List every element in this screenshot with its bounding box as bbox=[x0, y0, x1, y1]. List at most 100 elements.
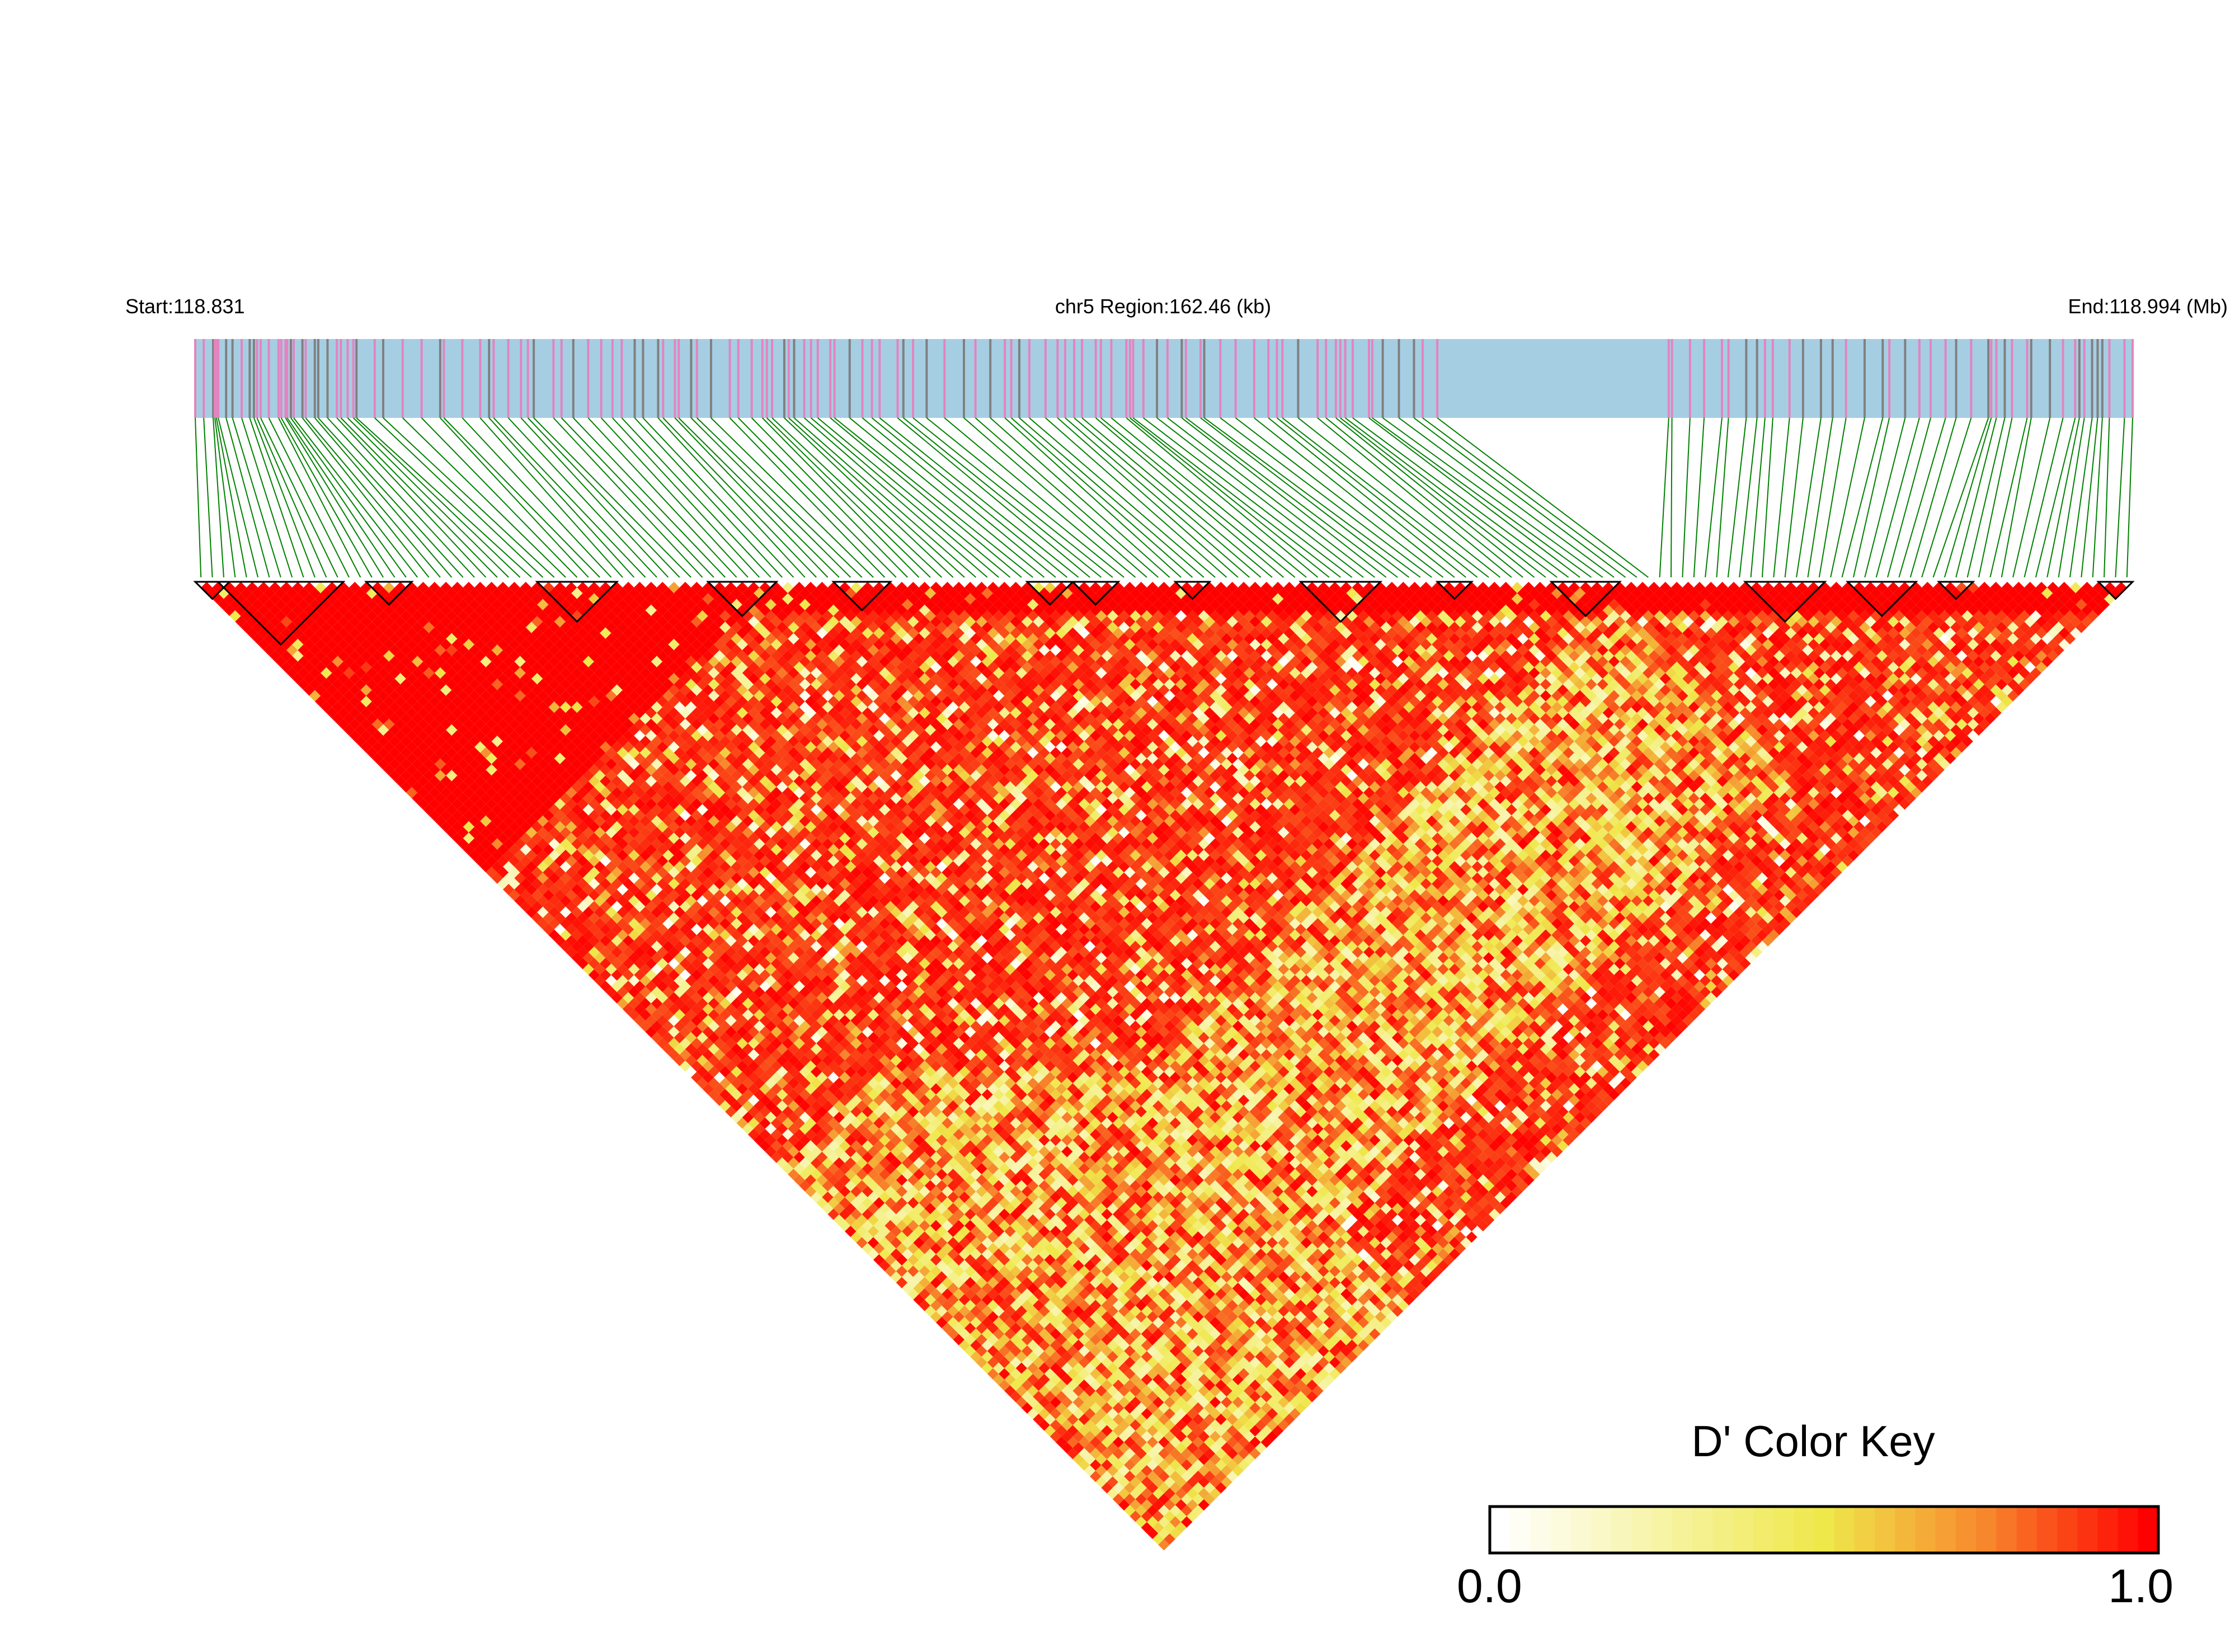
ld-cell bbox=[827, 1162, 839, 1175]
ld-cell bbox=[919, 1174, 930, 1186]
ld-cell bbox=[1084, 1442, 1096, 1454]
ld-cell bbox=[1164, 1430, 1175, 1442]
ld-cell bbox=[531, 821, 543, 833]
ld-cell bbox=[953, 1322, 965, 1334]
ld-cell bbox=[1130, 1476, 1141, 1488]
ld-cell bbox=[999, 1334, 1010, 1345]
ld-cell bbox=[936, 1294, 948, 1306]
ld-cell bbox=[970, 1339, 982, 1352]
ld-cell bbox=[1004, 1260, 1016, 1272]
ld-cell bbox=[1072, 1373, 1084, 1386]
ld-cell bbox=[1152, 1442, 1164, 1454]
ld-cell bbox=[628, 952, 640, 964]
ld-cell bbox=[1107, 1476, 1119, 1488]
ld-cell bbox=[913, 1248, 925, 1260]
ld-cell bbox=[1038, 1385, 1050, 1397]
snp-connector bbox=[305, 417, 441, 578]
ld-cell bbox=[1072, 1385, 1084, 1397]
ld-cell bbox=[326, 672, 338, 685]
ld-cell bbox=[942, 1311, 953, 1323]
ld-cell bbox=[1101, 1357, 1113, 1368]
ld-cell bbox=[1130, 1488, 1141, 1499]
ld-cell bbox=[566, 924, 577, 935]
ld-cell bbox=[1021, 1368, 1033, 1380]
ld-cell bbox=[884, 1151, 896, 1163]
ld-cell bbox=[1078, 1425, 1090, 1437]
ld-cell bbox=[913, 1282, 925, 1295]
ld-cell bbox=[970, 1271, 982, 1283]
ld-cell bbox=[566, 889, 577, 901]
ld-cell bbox=[1118, 1373, 1130, 1386]
snp-connector bbox=[280, 417, 373, 578]
ld-cell bbox=[713, 1015, 726, 1027]
ld-cell bbox=[976, 1311, 987, 1323]
ld-cell bbox=[1015, 1339, 1028, 1352]
ld-cell bbox=[1055, 1345, 1067, 1357]
snp-connector bbox=[520, 417, 669, 578]
ld-cell bbox=[1015, 1373, 1028, 1386]
snp-connector bbox=[1276, 417, 1478, 578]
ld-cell bbox=[987, 1277, 999, 1288]
ld-cell bbox=[366, 747, 378, 759]
ld-cell bbox=[839, 1208, 851, 1220]
ld-cell bbox=[628, 997, 640, 1009]
ld-cell bbox=[1112, 1493, 1124, 1505]
ld-cell bbox=[890, 1191, 902, 1203]
ld-cell bbox=[930, 1231, 942, 1243]
ld-cell bbox=[793, 1094, 805, 1107]
snp-connector bbox=[990, 417, 1170, 578]
ld-cell bbox=[901, 1282, 914, 1295]
ld-cell bbox=[1146, 1448, 1159, 1460]
ld-cell bbox=[999, 1288, 1010, 1300]
ld-cell bbox=[942, 1277, 953, 1288]
ld-cell bbox=[976, 1288, 987, 1300]
ld-cell bbox=[1090, 1425, 1102, 1437]
ld-cell bbox=[901, 1248, 914, 1260]
ld-cell bbox=[879, 1237, 891, 1249]
ld-cell bbox=[850, 1162, 862, 1175]
ld-cell bbox=[958, 1260, 971, 1272]
ld-cell bbox=[913, 1225, 925, 1237]
ld-cell bbox=[964, 1208, 976, 1220]
ld-cell bbox=[280, 582, 293, 594]
ld-cell bbox=[713, 1026, 726, 1038]
ld-cell bbox=[936, 1225, 948, 1237]
ld-cell bbox=[924, 1260, 937, 1272]
ld-cell bbox=[958, 1328, 971, 1340]
ld-cell bbox=[713, 1071, 726, 1084]
ld-cell bbox=[566, 855, 577, 867]
ld-cell bbox=[566, 901, 577, 912]
snp-connector bbox=[897, 417, 1090, 578]
ld-cell bbox=[1107, 1419, 1119, 1431]
ld-cell bbox=[890, 1260, 902, 1272]
ld-cell bbox=[964, 1254, 976, 1266]
snp-connector bbox=[1716, 417, 1729, 578]
ld-cell bbox=[1004, 1351, 1016, 1363]
ld-cell bbox=[1135, 1482, 1147, 1494]
ld-cell bbox=[566, 844, 577, 855]
ld-cell bbox=[1072, 1430, 1084, 1442]
ld-cell bbox=[1055, 1425, 1067, 1437]
ld-cell bbox=[1072, 1419, 1084, 1431]
ld-cell bbox=[964, 1322, 976, 1334]
ld-cell bbox=[531, 787, 543, 799]
ld-cell bbox=[1187, 1453, 1198, 1465]
ld-cell bbox=[1050, 1408, 1062, 1420]
ld-cell bbox=[1078, 1379, 1090, 1391]
ld-cell bbox=[280, 627, 293, 639]
ld-cell bbox=[1130, 1453, 1141, 1465]
ld-cell bbox=[1067, 1391, 1079, 1402]
ld-cell bbox=[406, 650, 418, 662]
ld-cell bbox=[799, 1180, 811, 1192]
ld-cell bbox=[862, 1151, 874, 1163]
ld-cell bbox=[258, 638, 270, 651]
ld-cell bbox=[999, 1322, 1010, 1334]
ld-cell bbox=[873, 1231, 885, 1243]
ld-cell bbox=[850, 1231, 862, 1243]
start-label: Start:118.831 bbox=[125, 295, 245, 318]
ld-cell bbox=[1015, 1260, 1028, 1272]
ld-cell bbox=[1050, 1339, 1062, 1352]
snp-connector bbox=[621, 417, 771, 578]
ld-cell bbox=[628, 940, 640, 953]
ld-cell bbox=[1044, 1345, 1056, 1357]
